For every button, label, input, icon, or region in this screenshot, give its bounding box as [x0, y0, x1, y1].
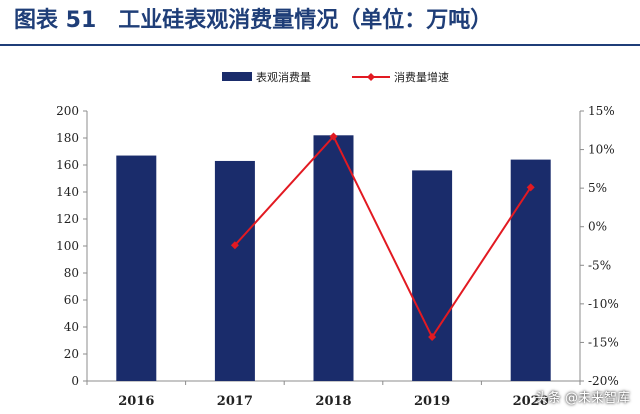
bar-series	[116, 135, 551, 381]
chart-title: 图表 51 工业硅表观消费量情况（单位：万吨）	[14, 8, 493, 33]
line-series	[230, 132, 535, 342]
watermark: 头条 @未来智库	[534, 391, 630, 406]
left-tick-label: 0	[71, 374, 79, 388]
bar	[412, 170, 453, 381]
left-tick-label: 20	[64, 347, 79, 361]
left-tick-label: 40	[64, 320, 79, 334]
right-tick-label: 10%	[588, 143, 615, 157]
bar	[116, 155, 157, 381]
bar	[313, 135, 354, 381]
right-tick-label: -15%	[588, 335, 619, 349]
left-tick-label: 180	[56, 131, 79, 145]
left-tick-label: 100	[56, 239, 79, 253]
legend-bar-swatch	[222, 72, 252, 81]
x-tick-label: 2016	[118, 394, 154, 409]
legend-bar-label: 表观消费量	[256, 70, 311, 84]
axes: 0 20 40 60 80 100 120 140 160 180 200 -20% -15% -10% -…	[56, 104, 619, 409]
right-tick-label: -5%	[588, 258, 611, 272]
line-point	[329, 132, 338, 141]
left-tick-label: 120	[56, 212, 79, 226]
left-tick-label: 140	[56, 185, 79, 199]
growth-line	[234, 134, 532, 340]
bar	[214, 160, 255, 381]
line-point	[230, 241, 239, 250]
left-tick-label: 80	[64, 266, 79, 280]
x-tick-label: 2019	[414, 394, 450, 409]
line-point	[526, 183, 535, 192]
bar	[510, 159, 551, 381]
title-divider	[0, 44, 640, 46]
right-tick-label: 15%	[588, 104, 615, 118]
line-point	[428, 333, 437, 342]
legend: 表观消费量 消费量增速	[222, 70, 449, 84]
x-tick-label: 2020	[513, 394, 549, 409]
right-tick-label: -20%	[588, 374, 619, 388]
legend-line-label: 消费量增速	[394, 70, 449, 84]
left-tick-label: 60	[64, 293, 79, 307]
right-tick-label: 0%	[588, 220, 607, 234]
left-tick-label: 160	[56, 158, 79, 172]
left-tick-label: 200	[56, 104, 79, 118]
right-tick-label: -10%	[588, 297, 619, 311]
x-tick-label: 2018	[315, 394, 351, 409]
x-tick-label: 2017	[217, 394, 253, 409]
right-tick-label: 5%	[588, 181, 607, 195]
legend-line-marker	[367, 73, 375, 81]
